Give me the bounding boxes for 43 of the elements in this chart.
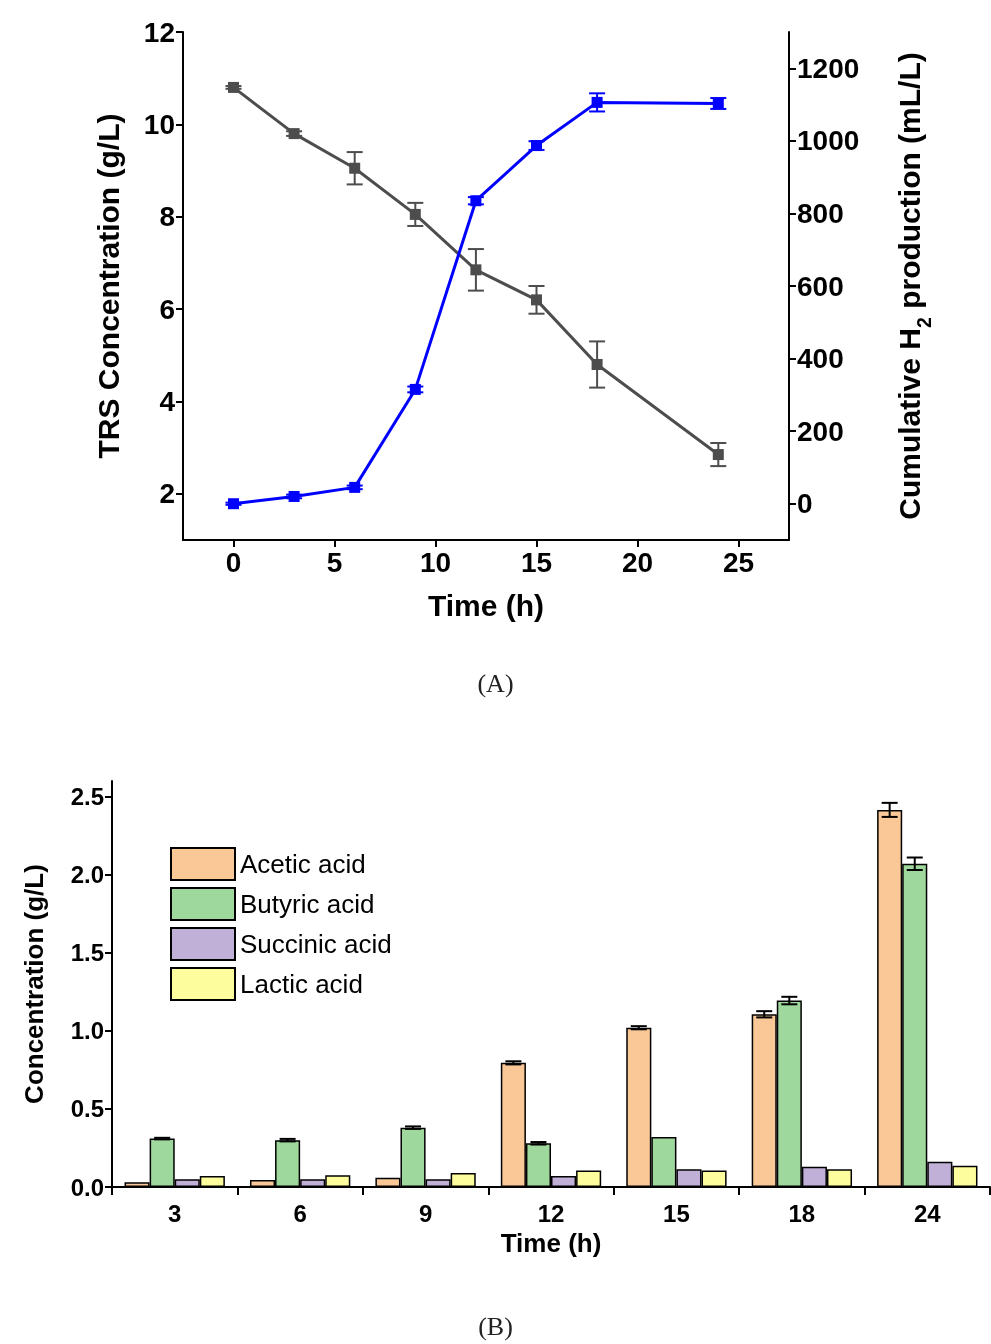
y-tick-label: 6: [159, 293, 175, 325]
y-tick-label: 2: [159, 478, 175, 510]
legend-label: Butyric acid: [240, 889, 375, 919]
x-tick-label: 6: [293, 1199, 307, 1227]
x-tick-label: 24: [913, 1199, 942, 1227]
y-axis-title: TRS Concentration (g/L): [91, 113, 125, 459]
y-tick-label: 8: [159, 201, 175, 233]
y-tick-label: 1.5: [70, 939, 104, 967]
y2-tick-label: 400: [797, 343, 844, 375]
y2-tick-label: 200: [797, 415, 844, 447]
y-tick-label: 12: [143, 16, 175, 48]
y-tick-label: 0.0: [70, 1173, 104, 1201]
y-tick-label: 4: [159, 385, 176, 417]
legend-label: Acetic acid: [240, 849, 366, 879]
x-tick-label: 9: [418, 1199, 433, 1227]
y-tick-label: 2.0: [70, 861, 104, 889]
y2-axis-title: Cumulative H2 production (mL/L): [892, 52, 935, 520]
y-tick-label: 0.5: [70, 1095, 104, 1123]
x-axis-title: Time (h): [500, 1227, 602, 1258]
x-tick-label: 10: [419, 546, 452, 578]
x-tick-label: 12: [537, 1199, 565, 1227]
y-axis-title: Concentration (g/L): [19, 864, 49, 1104]
x-tick-label: 25: [722, 546, 755, 578]
y2-tick-label: 800: [797, 197, 844, 229]
text: (B): [478, 1311, 513, 1341]
x-tick-label: 20: [621, 546, 654, 578]
x-axis-title: Time (h): [427, 588, 545, 622]
legend-label: Succinic acid: [240, 929, 392, 959]
y2-tick-label: 1200: [797, 52, 860, 84]
y-tick-label: 10: [143, 108, 175, 140]
legend-label: Lactic acid: [240, 969, 363, 999]
x-tick-label: 3: [168, 1199, 182, 1227]
y2-tick-label: 600: [797, 270, 844, 302]
x-tick-label: 18: [788, 1199, 816, 1227]
x-tick-label: 5: [326, 546, 343, 578]
text: (A): [477, 668, 514, 698]
x-tick-label: 0: [225, 546, 242, 578]
y2-tick-label: 0: [797, 488, 813, 520]
x-tick-label: 15: [520, 546, 553, 578]
y2-tick-label: 1000: [797, 125, 860, 157]
y-tick-label: 1.0: [70, 1017, 104, 1045]
y-tick-label: 2.5: [70, 783, 104, 811]
x-tick-label: 15: [663, 1199, 690, 1227]
